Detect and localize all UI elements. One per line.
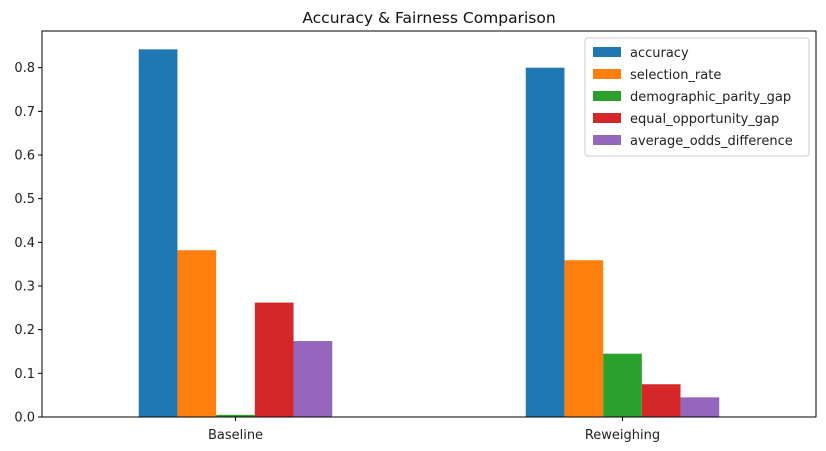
y-tick-label: 0.2	[14, 323, 35, 338]
legend-label-selection_rate: selection_rate	[630, 68, 721, 83]
bar-average_odds_difference-reweighing	[680, 397, 720, 417]
legend-swatch-demographic_parity_gap	[593, 91, 621, 101]
bar-selection_rate-reweighing	[564, 260, 604, 417]
legend: accuracy selection_rate demographic_parity…	[584, 37, 810, 157]
legend-label-accuracy: accuracy	[630, 46, 689, 61]
x-tick-label-reweighing: Reweighing	[585, 428, 660, 443]
y-tick-label: 0.1	[14, 367, 35, 382]
legend-label-average_odds_difference: average_odds_difference	[630, 134, 793, 149]
bar-accuracy-baseline	[138, 49, 178, 418]
chart-title: Accuracy & Fairness Comparison	[302, 9, 555, 27]
legend-label-equal_opportunity_gap: equal_opportunity_gap	[630, 112, 779, 127]
legend-swatch-selection_rate	[593, 69, 621, 79]
legend-swatch-average_odds_difference	[593, 135, 621, 145]
bar-equal_opportunity_gap-reweighing	[641, 384, 681, 417]
legend-box	[584, 37, 810, 157]
plot-frame	[41, 30, 817, 418]
y-tick-label: 0.4	[14, 236, 35, 251]
bar-accuracy-reweighing	[525, 67, 565, 418]
y-tick-label: 0.8	[14, 61, 35, 76]
bar-demographic_parity_gap-baseline	[216, 414, 255, 417]
legend-label-demographic_parity_gap: demographic_parity_gap	[630, 90, 791, 105]
y-tick-label: 0.3	[14, 280, 35, 295]
y-axis: 0.0 0.1 0.2 0.3 0.4 0.5 0.6 0.7 0.8	[14, 61, 42, 426]
y-tick-label: 0.5	[14, 192, 35, 207]
y-tick-label: 0.6	[14, 149, 35, 164]
legend-swatch-equal_opportunity_gap	[593, 113, 621, 123]
y-tick-label: 0.0	[14, 411, 35, 426]
x-axis: Baseline Reweighing	[208, 417, 660, 443]
x-tick-label-baseline: Baseline	[208, 428, 263, 443]
bar-average_odds_difference-baseline	[293, 341, 333, 417]
bar-equal_opportunity_gap-baseline	[254, 302, 294, 417]
legend-swatch-accuracy	[593, 47, 621, 57]
y-tick-label: 0.7	[14, 105, 35, 120]
bar-selection_rate-baseline	[177, 250, 217, 417]
bars-group	[138, 49, 720, 418]
bar-demographic_parity_gap-reweighing	[603, 353, 642, 417]
